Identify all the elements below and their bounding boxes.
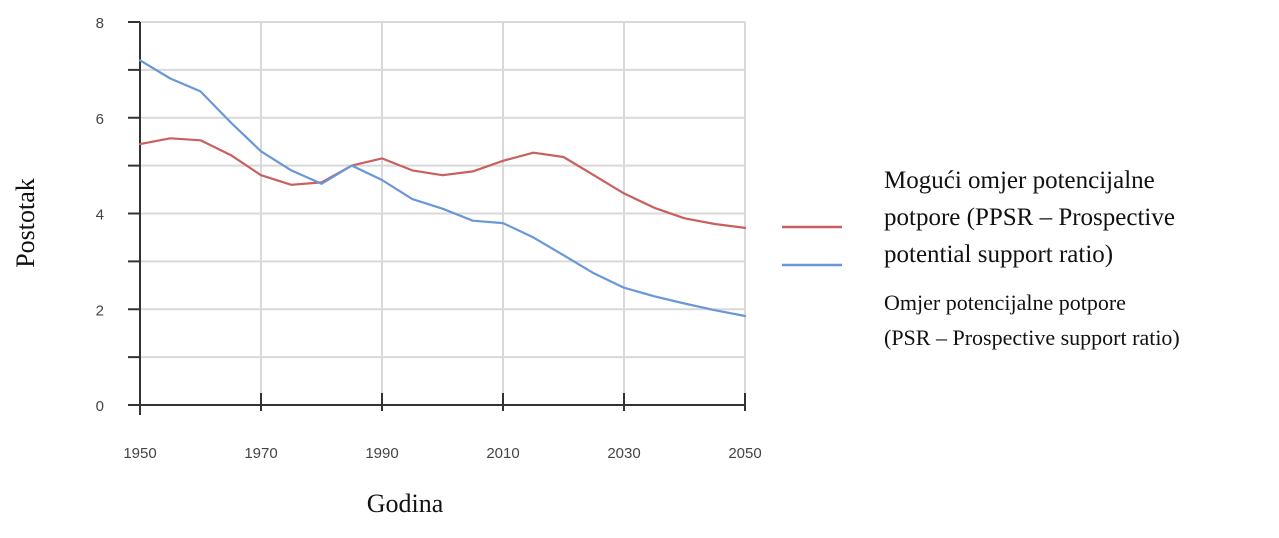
legend-label-ppsr-line-2: potpore (PPSR – Prospective <box>884 204 1175 231</box>
x-tick-label: 1990 <box>365 445 398 462</box>
y-tick-label: 0 <box>96 398 104 415</box>
y-tick-label: 6 <box>96 111 104 128</box>
x-tick-label: 1970 <box>244 445 277 462</box>
axes <box>128 21 746 415</box>
series-line-ppsr <box>138 137 747 229</box>
tick-labels: 0 2 4 6 8 1950 1970 1990 2010 2030 2050 <box>96 15 762 462</box>
y-tick-label: 8 <box>96 15 104 32</box>
legend-label-ppsr-line-1: Mogući omjer potencijalne <box>884 167 1155 194</box>
x-tick-label: 1950 <box>123 445 156 462</box>
series-line-psr <box>138 59 747 318</box>
x-axis-title: Godina <box>367 489 444 518</box>
grid <box>140 21 746 405</box>
y-axis-title: Postotak <box>11 178 40 268</box>
y-tick-label: 2 <box>96 302 104 319</box>
y-tick-label: 4 <box>96 207 104 224</box>
legend-label-ppsr-line-3: potential support ratio) <box>884 241 1113 268</box>
x-tick-label: 2030 <box>607 445 640 462</box>
legend: Mogući omjer potencijalne potpore (PPSR … <box>782 167 1180 350</box>
x-tick-label: 2050 <box>728 445 761 462</box>
x-tick-label: 2010 <box>486 445 519 462</box>
legend-label-psr-line-1: Omjer potencijalne potpore <box>884 290 1126 315</box>
series-group <box>138 59 747 318</box>
legend-label-psr-line-2: (PSR – Prospective support ratio) <box>884 325 1180 350</box>
